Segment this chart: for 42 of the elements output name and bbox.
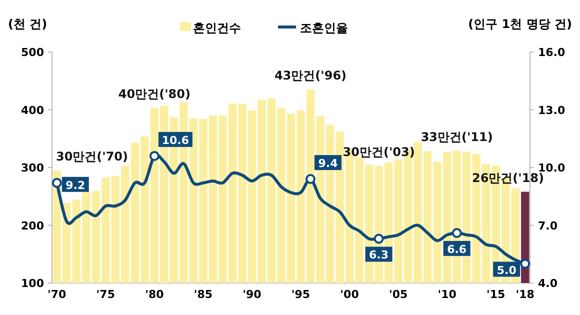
annotation: 26만건('18) [472, 170, 544, 185]
data-label: 6.3 [369, 248, 389, 262]
data-label: 9.2 [66, 178, 86, 192]
y2-tick-label: 7.0 [538, 219, 558, 232]
y-tick-label: 500 [21, 46, 44, 59]
y-tick-label: 300 [21, 162, 44, 174]
x-tick-label: '10 [438, 288, 457, 301]
x-tick-label: '00 [340, 288, 360, 301]
annotation: 33만건('11) [420, 130, 493, 144]
point [52, 178, 62, 188]
legend-label: 혼인건수 [193, 21, 241, 35]
y-tick-label: 100 [21, 277, 44, 290]
point [306, 174, 316, 184]
data-label: 6.6 [447, 242, 467, 256]
data-label: 9.4 [318, 157, 338, 170]
annotation: 30만건('03) [342, 144, 415, 159]
x-tick-label: '75 [96, 288, 115, 301]
x-tick-label: '05 [388, 288, 408, 301]
legend-label: 조혼인율 [300, 21, 348, 35]
point [149, 150, 160, 161]
x-tick-label: '70 [48, 288, 67, 301]
y-tick-label: 200 [21, 219, 44, 232]
data-label: 5.0 [496, 264, 517, 277]
y-axis-title: (천 건) [8, 17, 48, 31]
annotation: 40만건('80) [118, 87, 190, 102]
y2-tick-label: 13.0 [538, 104, 566, 117]
y2-tick-label: 16.0 [538, 46, 566, 59]
point [520, 258, 530, 269]
annotation: 43만건('96) [274, 68, 347, 83]
x-tick-label: '15 [486, 288, 506, 301]
x-tick-label: '80 [145, 288, 164, 301]
x-tick-label: '90 [242, 288, 262, 301]
point [374, 234, 384, 244]
y-tick-label: 400 [21, 104, 44, 117]
data-label: 10.6 [162, 134, 190, 147]
y2-tick-label: 4.0 [538, 277, 558, 290]
x-tick-label: '85 [194, 288, 213, 301]
annotation: 30만건('70) [56, 149, 128, 164]
point [452, 228, 462, 238]
x-tick-label: '18 [516, 288, 534, 301]
x-tick-label: '95 [291, 288, 310, 301]
y2-axis-title: (인구 1천 명당 건) [468, 17, 572, 31]
